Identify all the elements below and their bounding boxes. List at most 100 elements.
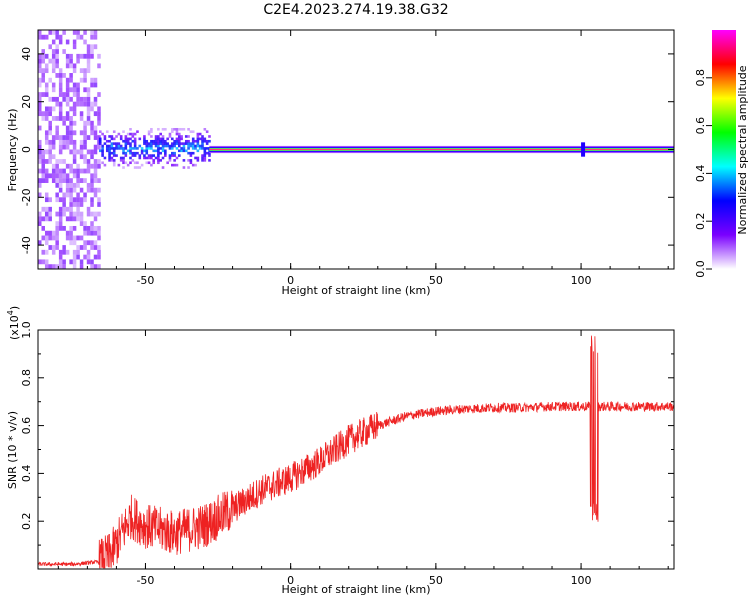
heatmap-cell [79,96,84,102]
heatmap-cell [65,53,70,59]
heatmap-cell [55,264,59,270]
y-tick-label: -40 [20,236,33,254]
heatmap-cell [161,144,165,148]
heatmap-cell [180,147,183,150]
heatmap-cell [173,142,176,145]
heatmap-cell [90,149,94,155]
heatmap-cell [150,127,153,131]
heatmap-cell [86,149,91,155]
heatmap-cell [108,151,111,155]
heatmap-cell [187,159,190,162]
heatmap-cell [48,197,52,203]
heatmap-cell [76,168,80,174]
colorbar-gradient [712,30,736,269]
heatmap-cell [152,154,156,157]
heatmap-cell [205,151,209,155]
heatmap-cell [76,245,80,250]
heatmap-cell [65,163,70,169]
heatmap-cell [48,230,52,236]
heatmap-cell [108,135,111,138]
heatmap-cell [51,144,56,150]
heatmap-cell [65,192,70,198]
heatmap-cell [44,63,49,69]
heatmap-cell [79,264,84,270]
y-tick-label: 0 [20,146,33,153]
heatmap-cell [69,202,73,207]
heatmap-cell [72,264,77,270]
heatmap-cell [138,144,142,148]
heatmap-cell [112,142,116,145]
x-tick-label: 0 [287,274,294,287]
heatmap-cell [189,130,193,133]
heatmap-cell [44,111,49,117]
heatmap-cell [166,142,169,145]
heatmap-cell [90,77,94,83]
heatmap-cell [187,139,190,143]
heatmap-cell [76,192,80,198]
heatmap-cell [98,130,102,133]
heatmap-cell [69,192,73,198]
heatmap-cell [72,111,77,117]
heatmap-cell [93,125,98,131]
heatmap-cell [159,159,162,162]
heatmap-cell [189,151,193,155]
heatmap-cell [119,135,123,138]
colorbar-tick-label: 0.4 [694,165,707,183]
heatmap-cell [83,77,87,83]
heatmap-cell [138,154,142,157]
heatmap-cell [93,135,98,140]
heatmap-cell [93,245,98,250]
heatmap-cell [191,137,195,141]
heatmap-cell [93,111,98,117]
heatmap-cell [65,101,70,107]
heatmap-cell [55,211,59,217]
heatmap-cell [65,111,70,117]
heatmap-cell [166,144,169,148]
heatmap-cell [86,96,91,102]
heatmap-cell [38,125,42,131]
heatmap-cell [38,240,42,246]
heatmap-cell [65,230,70,236]
heatmap-cell [203,127,207,131]
heatmap-cell [76,254,80,260]
heatmap-cell [103,137,107,141]
heatmap-cell [175,156,179,160]
heatmap-cell [203,149,207,153]
heatmap-cell [65,235,70,241]
heatmap-cell [110,159,114,162]
heatmap-cell [93,168,98,174]
heatmap-cell [38,68,42,74]
heatmap-cell [203,159,207,162]
heatmap-cell [93,178,98,183]
heatmap-cell [38,77,42,83]
heatmap-cell [159,142,162,145]
heatmap-cell [201,142,204,145]
heatmap-cell [194,144,197,148]
heatmap-cell [65,96,70,102]
heatmap-cell [129,156,132,160]
heatmap-cell [90,187,94,193]
heatmap-cell [171,142,174,145]
heatmap-cell [108,156,111,160]
heatmap-cell [65,63,70,69]
heatmap-cell [93,130,98,136]
heatmap-cell [76,178,80,183]
heatmap-cell [86,182,91,188]
heatmap-cell [115,147,118,150]
heatmap-cell [164,149,167,153]
heatmap-cell [143,135,146,138]
heatmap-cell [55,173,59,179]
heatmap-cell [83,197,87,203]
heatmap-cell [83,139,87,145]
heatmap-cell [76,96,80,102]
heatmap-cell [189,159,193,162]
heatmap-cell [184,139,188,143]
heatmap-cell [83,154,87,160]
heatmap-cell [105,144,109,148]
snr-xlabel: Height of straight line (km) [281,583,430,596]
heatmap-cell [62,178,66,183]
heatmap-cell [161,166,165,169]
heatmap-cell [93,211,98,217]
heatmap-cell [76,235,80,241]
